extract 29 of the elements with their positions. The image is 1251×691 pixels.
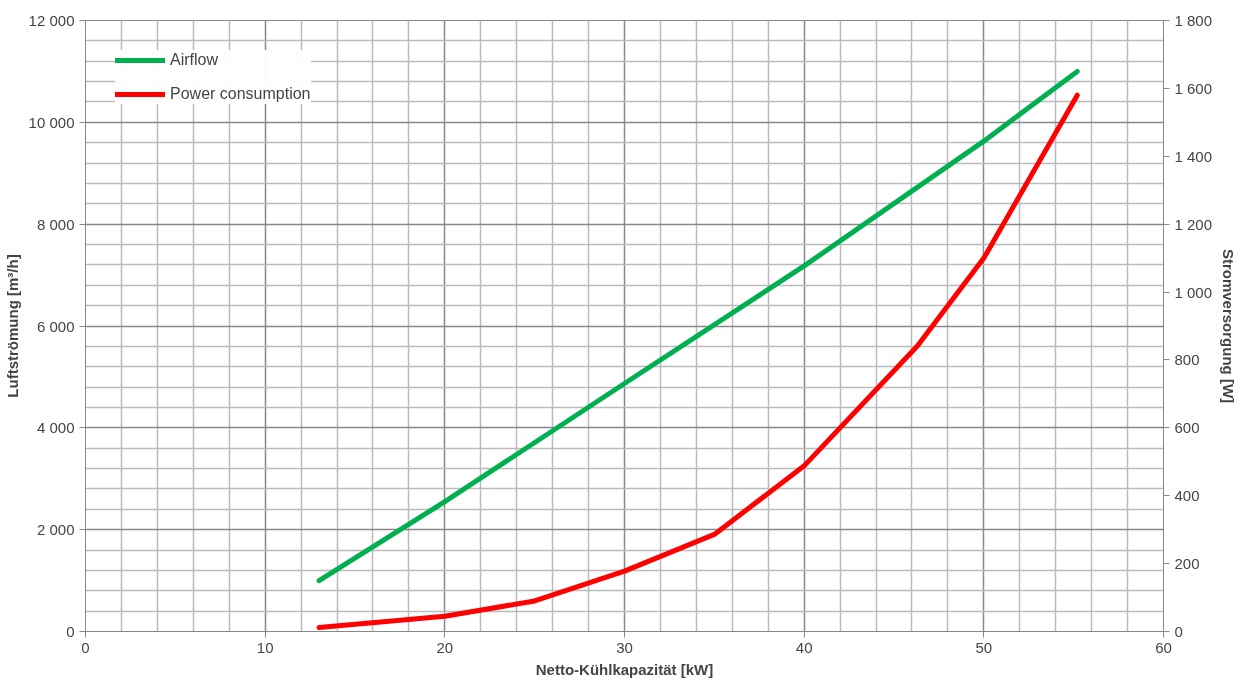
y2-tick-label: 1 400 — [1174, 147, 1213, 165]
y2-tick-label: 1 200 — [1174, 215, 1213, 233]
y-tick-label: 10 000 — [28, 113, 75, 131]
legend-label: Power consumption — [170, 85, 311, 103]
y-tick-label: 4 000 — [36, 419, 75, 437]
x-tick-label: 20 — [436, 638, 454, 656]
y-tick-label: 0 — [66, 623, 75, 640]
y-tick-label: 2 000 — [36, 521, 75, 539]
y2-tick-label: 1 000 — [1174, 283, 1213, 301]
x-axis-title: Netto-Kühlkapazität [kW] — [535, 660, 714, 678]
x-tick-label: 40 — [795, 638, 813, 656]
y2-tick-label: 200 — [1174, 555, 1200, 573]
y2-tick-label: 400 — [1174, 487, 1200, 505]
y2-tick-label: 0 — [1174, 623, 1183, 640]
x-tick-label: 30 — [616, 638, 633, 656]
x-tick-label: 50 — [975, 638, 993, 656]
legend-label: Airflow — [170, 51, 219, 69]
y-tick-label: 8 000 — [36, 215, 75, 233]
x-tick-label: 0 — [81, 638, 90, 656]
y2-tick-label: 600 — [1174, 419, 1200, 437]
y-tick-label: 12 000 — [28, 12, 75, 29]
y2-tick-label: 800 — [1174, 351, 1200, 369]
y2-tick-label: 1 600 — [1174, 79, 1213, 97]
y-tick-label: 6 000 — [36, 317, 75, 335]
x-tick-label: 10 — [256, 638, 274, 656]
y2-tick-label: 1 800 — [1174, 12, 1213, 29]
y-axis-title: Luftströmung [m³/h] — [3, 254, 21, 398]
y2-axis-title: Stromversorgung [W] — [1220, 248, 1238, 404]
x-tick-label: 60 — [1155, 638, 1172, 656]
